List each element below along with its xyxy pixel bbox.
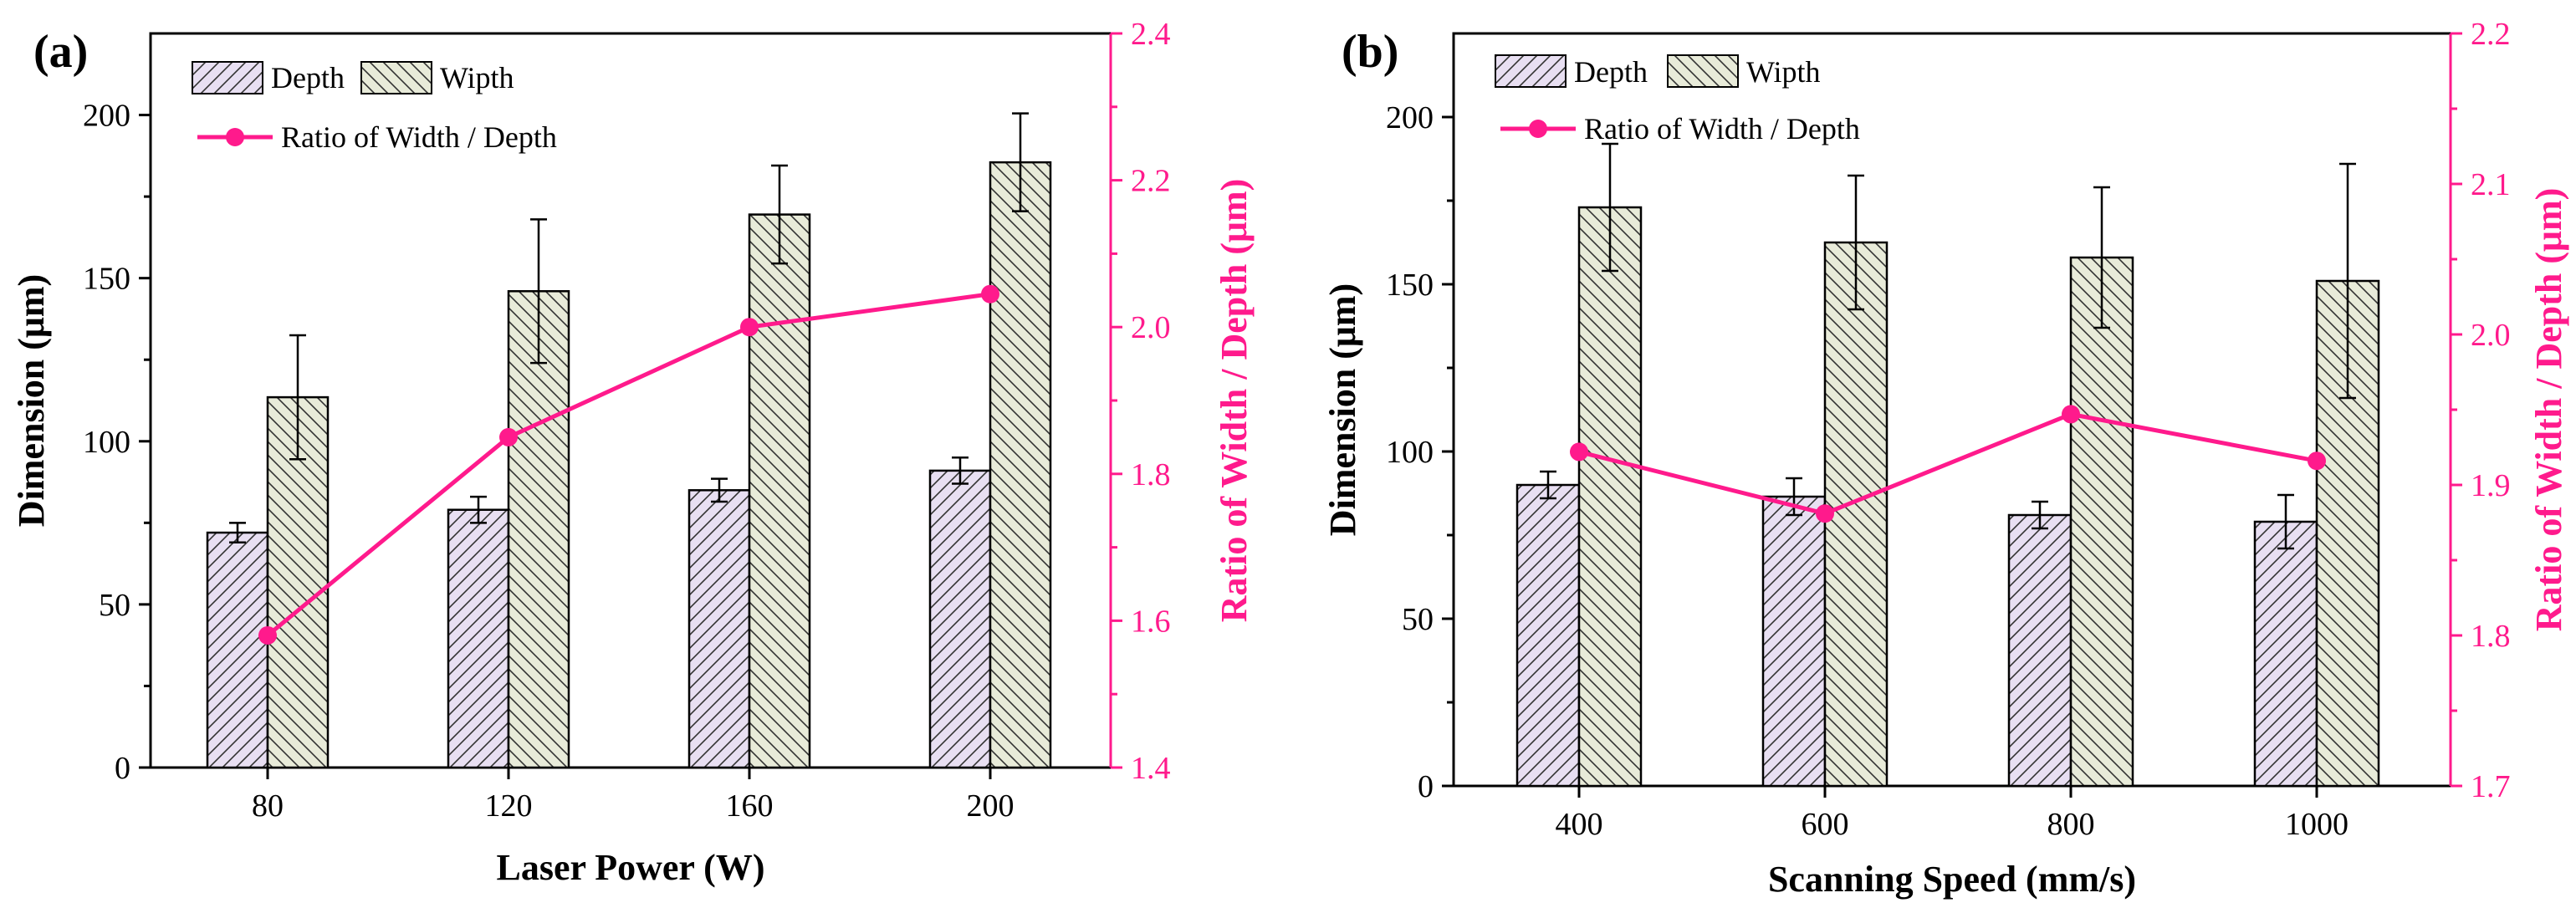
x-tick-label-1000: 1000 [2285, 807, 2349, 842]
legend-swatch-width-hatch-b [1667, 54, 1739, 88]
y-tick-label: 0 [1418, 769, 1434, 804]
bar-hatch-wipth-600 [1823, 241, 1889, 788]
y2-tick-label: 1.8 [2471, 619, 2511, 654]
y2-tick-label: 1.4 [1131, 751, 1171, 786]
x-axis-title-a: Laser Power (W) [497, 847, 765, 888]
panel-a: 0 50 100 150 200 1.4 1.6 1.8 2.0 2.2 2.4 80 120 160… [11, 17, 1255, 888]
ratio-polyline [1578, 411, 2318, 516]
y2-tick-label: 1.7 [2471, 769, 2511, 804]
legend-label-depth-a: Depth [271, 61, 345, 94]
y-tick-label: 200 [1386, 100, 1434, 135]
bar-hatch-wipth-160 [748, 213, 811, 769]
y-tick-label: 50 [1402, 602, 1434, 637]
legend-marker-ratio-a [226, 128, 244, 146]
ratio-point-400 [1570, 442, 1588, 462]
bar-hatch-depth-1000 [2253, 520, 2318, 788]
ratio-point-600 [1816, 504, 1834, 523]
bar-hatch-wipth-800 [2069, 256, 2134, 788]
legend-swatch-depth-hatch-b [1495, 54, 1567, 88]
y2-tick-label: 2.1 [2471, 167, 2511, 202]
y2-tick-label: 2.2 [2471, 17, 2511, 52]
bars-b [1515, 206, 2380, 788]
legend-label-depth-b: Depth [1574, 55, 1648, 89]
x-tick-label-200: 200 [967, 788, 1015, 824]
x-tick-label-800: 800 [2047, 807, 2095, 842]
bottom-axis-b: 400 600 800 1000 [1556, 786, 2349, 842]
y2-tick-label: 2.0 [1131, 310, 1171, 345]
legend-b: Depth Wipth Ratio of Width / Depth [1495, 54, 1860, 145]
x-tick-label-80: 80 [252, 788, 284, 824]
bar-hatch-wipth-120 [507, 290, 570, 769]
bar-hatch-depth-800 [2007, 513, 2073, 788]
bars-a [206, 161, 1052, 769]
y-tick-label: 100 [1386, 435, 1434, 470]
bar-hatch-depth-160 [687, 489, 751, 769]
ratio-point-120 [499, 427, 518, 446]
y2-tick-label: 2.4 [1131, 17, 1171, 52]
right-axis-a: 1.4 1.6 1.8 2.0 2.2 2.4 [1109, 17, 1171, 786]
y-tick-label: 150 [83, 262, 130, 297]
bar-hatch-depth-600 [1761, 495, 1827, 788]
y-tick-label: 200 [83, 99, 130, 134]
ratio-point-800 [2062, 405, 2080, 424]
bar-hatch-depth-80 [206, 531, 269, 769]
ratio-line-b [1570, 405, 2326, 523]
bar-hatch-depth-400 [1515, 483, 1581, 788]
left-axis-b: 0 50 100 150 200 [1386, 100, 1454, 804]
x-tick-label-160: 160 [726, 788, 774, 824]
x-tick-label-600: 600 [1802, 807, 1849, 842]
legend-marker-ratio-b [1529, 120, 1547, 138]
y2-tick-label: 2.2 [1131, 164, 1171, 199]
y-axis-title-b: Dimension (μm) [1322, 283, 1363, 536]
y2-axis-title-b: Ratio of Width / Depth (μm) [2528, 188, 2569, 632]
y-tick-label: 150 [1386, 268, 1434, 303]
bar-hatch-depth-200 [928, 469, 992, 769]
y-tick-label: 50 [99, 588, 130, 623]
y2-tick-label: 2.0 [2471, 318, 2511, 353]
y-tick-label: 100 [83, 425, 130, 460]
bottom-axis-a: 80 120 160 200 [252, 768, 1015, 824]
ratio-point-160 [740, 318, 759, 337]
bar-hatch-depth-120 [447, 508, 510, 769]
legend-label-width-b: Wipth [1746, 55, 1821, 89]
x-tick-label-120: 120 [485, 788, 533, 824]
error-bars-b [1540, 142, 2356, 550]
y2-tick-label: 1.8 [1131, 457, 1171, 492]
y-axis-title-a: Dimension (μm) [11, 274, 52, 527]
ratio-polyline [266, 292, 991, 637]
legend-a: Depth Wipth Ratio of Width / Depth [192, 61, 557, 154]
right-axis-b: 1.7 1.8 1.9 2.0 2.1 2.2 [2449, 17, 2511, 804]
y-tick-label: 0 [115, 751, 130, 786]
legend-label-ratio-a: Ratio of Width / Depth [281, 120, 557, 154]
ratio-point-1000 [2308, 451, 2326, 471]
y2-axis-title-a: Ratio of Width / Depth (μm) [1214, 179, 1255, 623]
legend-label-width-a: Wipth [440, 61, 514, 94]
x-tick-label-400: 400 [1556, 807, 1603, 842]
panel-label-b: (b) [1342, 26, 1398, 78]
panel-b: 0 50 100 150 200 1.7 1.8 1.9 2.0 2.1 2.2 400 600 80… [1322, 17, 2569, 900]
x-axis-title-b: Scanning Speed (mm/s) [1768, 859, 2136, 900]
ratio-point-80 [258, 625, 277, 645]
panel-label-a: (a) [33, 26, 88, 78]
y2-tick-label: 1.9 [2471, 468, 2511, 503]
bar-hatch-wipth-200 [989, 161, 1052, 769]
ratio-point-200 [981, 284, 999, 304]
legend-label-ratio-b: Ratio of Width / Depth [1584, 112, 1860, 145]
bar-hatch-wipth-400 [1577, 206, 1643, 788]
legend-swatch-depth-hatch-a [192, 61, 263, 94]
y2-tick-label: 1.6 [1131, 604, 1171, 639]
error-bars-a [229, 112, 1029, 543]
legend-swatch-width-hatch-a [360, 61, 432, 94]
left-axis-a: 0 50 100 150 200 [83, 99, 151, 786]
ratio-line-a [258, 284, 999, 645]
